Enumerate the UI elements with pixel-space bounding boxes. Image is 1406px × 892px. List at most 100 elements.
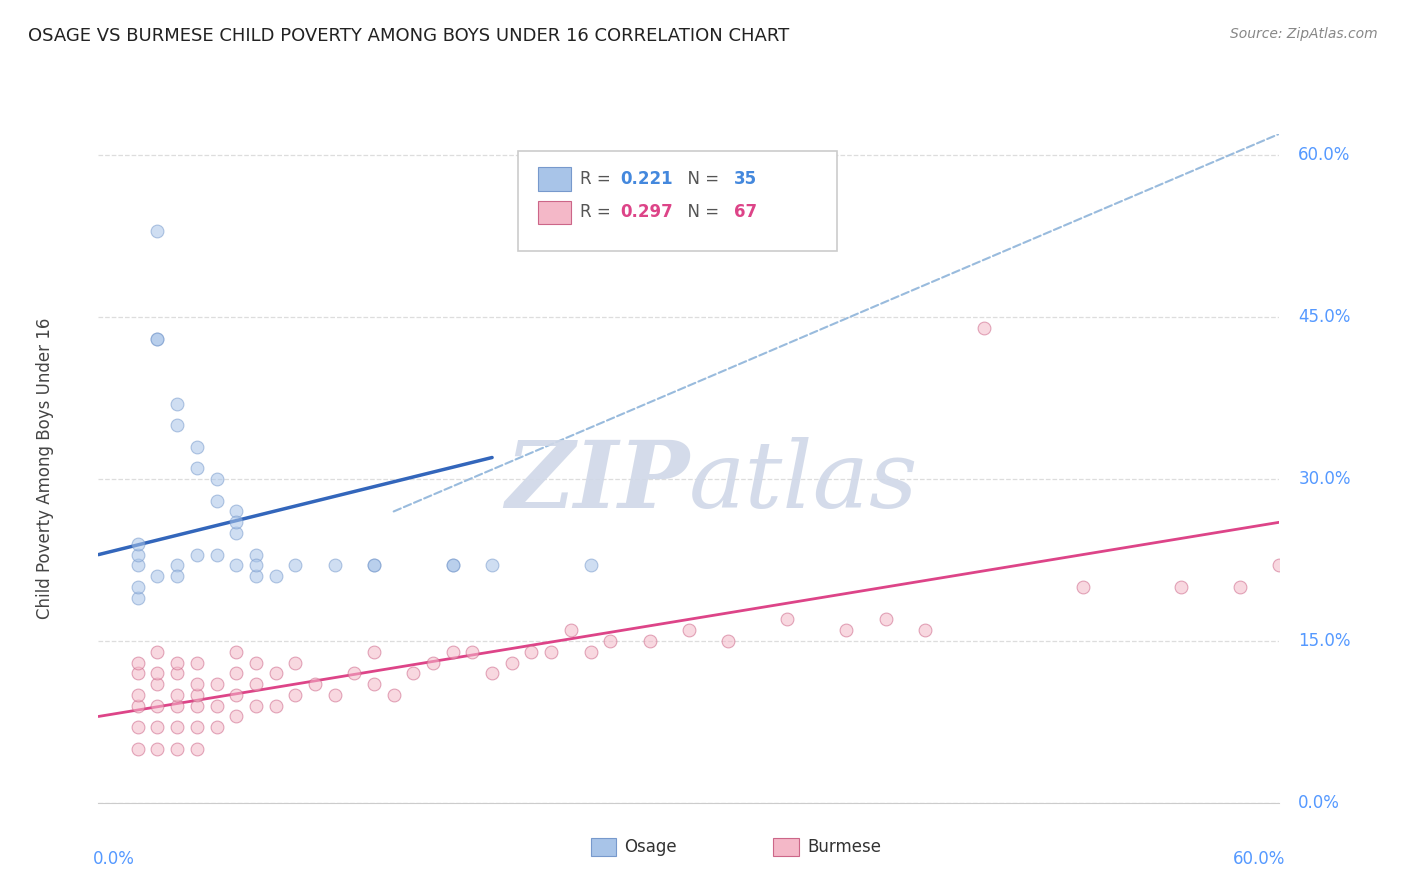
Text: atlas: atlas	[689, 437, 918, 526]
Point	[441, 558, 464, 573]
Text: 30.0%: 30.0%	[1298, 470, 1351, 488]
Point	[146, 645, 169, 659]
Point	[264, 666, 287, 681]
Point	[225, 504, 247, 518]
Point	[245, 569, 267, 583]
Text: 60.0%: 60.0%	[1298, 146, 1351, 164]
Point	[146, 224, 169, 238]
Point	[284, 558, 307, 573]
Point	[225, 526, 247, 541]
Point	[1229, 580, 1251, 594]
Point	[599, 634, 621, 648]
Point	[422, 656, 444, 670]
Text: Source: ZipAtlas.com: Source: ZipAtlas.com	[1230, 27, 1378, 41]
Point	[382, 688, 405, 702]
Point	[225, 515, 247, 529]
Point	[363, 645, 385, 659]
Point	[402, 666, 425, 681]
Point	[205, 720, 228, 734]
Bar	[537, 201, 571, 224]
Point	[363, 677, 385, 691]
Point	[205, 677, 228, 691]
Point	[205, 548, 228, 562]
Point	[1268, 558, 1291, 573]
Point	[264, 569, 287, 583]
Point	[166, 720, 188, 734]
Point	[146, 332, 169, 346]
Point	[343, 666, 366, 681]
Point	[146, 698, 169, 713]
Text: Burmese: Burmese	[807, 838, 882, 856]
Point	[1071, 580, 1094, 594]
FancyBboxPatch shape	[517, 151, 837, 251]
Point	[186, 742, 208, 756]
Point	[461, 645, 484, 659]
Point	[186, 698, 208, 713]
Point	[186, 677, 208, 691]
Point	[441, 645, 464, 659]
Text: ZIP: ZIP	[505, 437, 689, 526]
Point	[166, 656, 188, 670]
Text: 0.297: 0.297	[620, 203, 673, 221]
Point	[579, 645, 602, 659]
Point	[146, 569, 169, 583]
Point	[441, 558, 464, 573]
Point	[717, 634, 740, 648]
Point	[264, 698, 287, 713]
Point	[245, 698, 267, 713]
Text: Child Poverty Among Boys Under 16: Child Poverty Among Boys Under 16	[37, 318, 55, 619]
Point	[127, 698, 149, 713]
Point	[127, 656, 149, 670]
Point	[540, 645, 562, 659]
Text: 0.0%: 0.0%	[93, 849, 135, 868]
Point	[166, 396, 188, 410]
Point	[638, 634, 661, 648]
Point	[166, 742, 188, 756]
Point	[579, 558, 602, 573]
Text: R =: R =	[581, 203, 616, 221]
Point	[914, 623, 936, 637]
Point	[973, 321, 995, 335]
Point	[835, 623, 858, 637]
Point	[245, 656, 267, 670]
Text: 35: 35	[734, 169, 756, 187]
Point	[776, 612, 799, 626]
Point	[146, 742, 169, 756]
Point	[304, 677, 326, 691]
Point	[205, 698, 228, 713]
Text: N =: N =	[678, 203, 724, 221]
Point	[127, 580, 149, 594]
Point	[284, 656, 307, 670]
Point	[245, 548, 267, 562]
Text: 0.0%: 0.0%	[1298, 794, 1340, 812]
Point	[146, 677, 169, 691]
Point	[481, 558, 503, 573]
Point	[127, 548, 149, 562]
Point	[127, 558, 149, 573]
Point	[560, 623, 582, 637]
Point	[225, 688, 247, 702]
Point	[501, 656, 523, 670]
Point	[875, 612, 897, 626]
Point	[186, 720, 208, 734]
Point	[284, 688, 307, 702]
Point	[166, 418, 188, 433]
Point	[245, 558, 267, 573]
Point	[166, 569, 188, 583]
Point	[186, 440, 208, 454]
Text: 15.0%: 15.0%	[1298, 632, 1351, 650]
Bar	[537, 168, 571, 191]
Text: 45.0%: 45.0%	[1298, 309, 1351, 326]
Point	[166, 688, 188, 702]
Point	[1170, 580, 1192, 594]
Point	[127, 666, 149, 681]
Point	[186, 688, 208, 702]
Point	[186, 548, 208, 562]
Point	[363, 558, 385, 573]
Point	[481, 666, 503, 681]
Point	[127, 537, 149, 551]
Point	[146, 666, 169, 681]
Point	[146, 720, 169, 734]
Point	[186, 461, 208, 475]
Point	[166, 698, 188, 713]
